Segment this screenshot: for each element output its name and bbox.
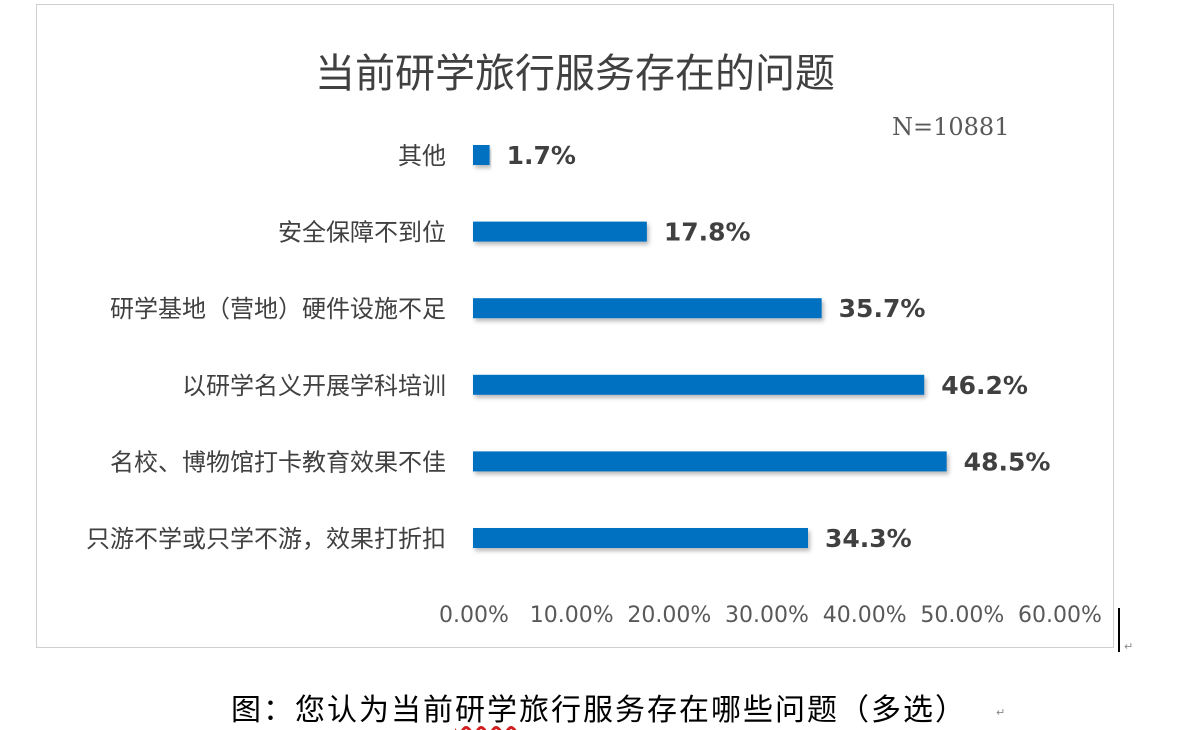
data-label: 1.7%: [507, 141, 576, 170]
x-tick-label: 60.00%: [1018, 603, 1102, 628]
bar-chart: 其他 1.7% 安全保障不到位 17.8% 研学基地（营地）硬件设施不足 35.7% 以研学…: [86, 141, 1102, 628]
category-label: 只游不学或只学不游，效果打折扣: [86, 525, 446, 553]
x-tick-label: 40.00%: [823, 603, 907, 628]
data-label: 17.8%: [664, 218, 751, 247]
x-tick-label: 50.00%: [920, 603, 1004, 628]
caption-misspelled-word: 研学: [455, 693, 519, 728]
bar: [473, 528, 808, 548]
chart-frame: 其他 1.7% 安全保障不到位 17.8% 研学基地（营地）硬件设施不足 35.7% 以研学…: [36, 4, 1114, 648]
category-label: 名校、博物馆打卡教育效果不佳: [110, 448, 446, 476]
figure-caption: 图：您认为当前研学旅行服务存在哪些问题（多选）: [0, 685, 1198, 729]
bar: [473, 451, 947, 472]
x-tick-label: 10.00%: [530, 603, 614, 628]
paragraph-mark: ↵: [1124, 640, 1134, 653]
chart-title: 当前研学旅行服务存在的问题: [315, 51, 835, 97]
category-label: 以研学名义开展学科培训: [182, 372, 446, 400]
category-label: 其他: [398, 142, 446, 170]
data-label: 46.2%: [941, 371, 1028, 400]
category-label: 研学基地（营地）硬件设施不足: [110, 295, 446, 323]
paragraph-mark: ↵: [996, 706, 1006, 719]
data-label: 34.3%: [825, 524, 912, 553]
x-tick-label: 20.00%: [627, 603, 711, 628]
x-tick-label: 0.00%: [439, 603, 509, 628]
bar: [473, 298, 822, 319]
caption-prefix: 图：您认为当前: [231, 693, 455, 728]
category-label: 安全保障不到位: [278, 219, 446, 247]
data-label: 48.5%: [964, 447, 1051, 476]
bar: [473, 145, 490, 165]
x-tick-label: 30.00%: [725, 603, 809, 628]
bar: [473, 374, 925, 395]
sample-size-annotation: N=10881: [892, 113, 1010, 141]
bar: [473, 221, 647, 242]
caption-suffix: 旅行服务存在哪些问题（多选）: [519, 693, 967, 728]
text-cursor: [1118, 608, 1120, 652]
data-label: 35.7%: [839, 294, 926, 323]
